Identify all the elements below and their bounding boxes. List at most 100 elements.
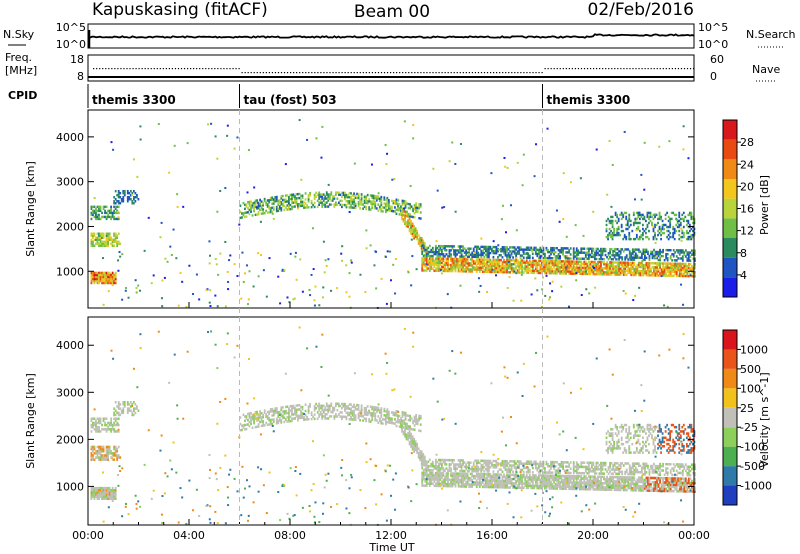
power-cell bbox=[607, 267, 610, 270]
power-cell bbox=[344, 195, 346, 199]
power-cell bbox=[402, 220, 405, 223]
power-cell bbox=[300, 178, 303, 181]
velocity-cell bbox=[506, 475, 508, 479]
velocity-cell bbox=[521, 475, 524, 479]
power-cell bbox=[116, 210, 119, 213]
power-cell bbox=[527, 246, 530, 249]
power-cell bbox=[117, 217, 120, 221]
velocity-cell bbox=[513, 473, 516, 477]
power-cell bbox=[487, 255, 490, 259]
power-cell bbox=[105, 217, 108, 221]
power-cell bbox=[402, 210, 405, 213]
power-cell bbox=[617, 219, 620, 223]
velocity-cell bbox=[245, 417, 248, 420]
power-cell bbox=[597, 268, 599, 272]
nave-dot bbox=[402, 72, 404, 74]
velocity-cell bbox=[423, 457, 426, 461]
power-cell bbox=[673, 231, 676, 235]
power-cell bbox=[548, 256, 551, 260]
velocity-cell bbox=[506, 477, 508, 481]
velocity-cell bbox=[116, 458, 119, 461]
power-cell bbox=[628, 233, 631, 237]
power-cell bbox=[540, 265, 543, 269]
velocity-cell bbox=[119, 413, 122, 417]
power-cell bbox=[675, 249, 678, 252]
power-cell bbox=[522, 153, 525, 156]
velocity-cell bbox=[489, 473, 492, 476]
power-cell bbox=[98, 232, 100, 235]
power-cell bbox=[550, 261, 552, 265]
power-cell bbox=[657, 221, 659, 225]
velocity-cell bbox=[440, 472, 443, 475]
power-cell bbox=[313, 205, 316, 209]
power-cell bbox=[530, 265, 533, 268]
power-cell bbox=[620, 217, 623, 221]
power-cell bbox=[542, 250, 545, 254]
power-cell bbox=[245, 203, 248, 206]
power-cell bbox=[369, 208, 372, 211]
power-cell bbox=[330, 199, 333, 202]
power-cell bbox=[568, 272, 571, 275]
velocity-cell bbox=[401, 423, 403, 427]
power-cell bbox=[471, 260, 474, 263]
power-cell bbox=[427, 263, 430, 266]
velocity-cell bbox=[462, 485, 465, 488]
power-cell bbox=[492, 251, 495, 255]
power-cell bbox=[406, 210, 408, 213]
power-cell bbox=[516, 161, 519, 164]
power-cell bbox=[224, 187, 227, 190]
power-cell bbox=[510, 254, 513, 257]
velocity-cell bbox=[404, 411, 407, 415]
power-cell bbox=[501, 260, 504, 264]
velocity-cell bbox=[460, 480, 463, 484]
velocity-cell bbox=[487, 479, 490, 482]
velocity-cell bbox=[313, 404, 316, 408]
power-cell bbox=[556, 247, 558, 250]
power-cell bbox=[437, 269, 440, 273]
power-cell bbox=[236, 136, 239, 139]
power-cell bbox=[265, 209, 268, 213]
velocity-cell bbox=[528, 484, 531, 488]
power-cell bbox=[414, 233, 417, 236]
nave-dot bbox=[241, 72, 243, 74]
power-cell bbox=[495, 266, 498, 270]
velocity-cell bbox=[117, 445, 120, 449]
velocity-cell bbox=[457, 472, 460, 475]
velocity-cell bbox=[440, 474, 443, 477]
power-cell bbox=[522, 261, 525, 264]
power-cell bbox=[530, 293, 533, 296]
power-cell bbox=[281, 198, 284, 202]
power-cell bbox=[613, 231, 616, 235]
power-cell bbox=[434, 250, 437, 254]
power-cell bbox=[114, 234, 117, 237]
power-cell bbox=[98, 205, 100, 209]
power-cell bbox=[500, 270, 502, 274]
power-cell bbox=[658, 211, 661, 215]
velocity-cell bbox=[250, 420, 252, 423]
velocity-cell bbox=[489, 485, 492, 489]
power-cell bbox=[421, 269, 424, 272]
nave-dot bbox=[511, 72, 513, 74]
velocity-cell bbox=[301, 412, 304, 415]
nave-dot bbox=[317, 72, 319, 74]
power-cell bbox=[638, 221, 641, 225]
velocity-cell bbox=[462, 472, 465, 476]
power-cell bbox=[415, 202, 418, 205]
power-cell bbox=[501, 266, 504, 270]
velocity-cell bbox=[419, 456, 422, 459]
power-cell bbox=[486, 247, 489, 251]
power-cell bbox=[271, 196, 274, 199]
power-cell bbox=[544, 267, 546, 271]
power-cell bbox=[562, 249, 565, 252]
power-cell bbox=[669, 219, 672, 223]
power-ytick-label: 4000 bbox=[56, 131, 84, 144]
power-cell bbox=[441, 206, 444, 209]
velocity-cell bbox=[384, 418, 387, 422]
power-cell bbox=[688, 237, 691, 241]
power-cell bbox=[371, 206, 374, 209]
power-cell bbox=[692, 275, 695, 278]
power-cell bbox=[480, 266, 483, 269]
station-title: Kapuskasing (fitACF) bbox=[92, 0, 268, 20]
power-cell bbox=[444, 263, 446, 267]
power-cell bbox=[594, 260, 596, 264]
